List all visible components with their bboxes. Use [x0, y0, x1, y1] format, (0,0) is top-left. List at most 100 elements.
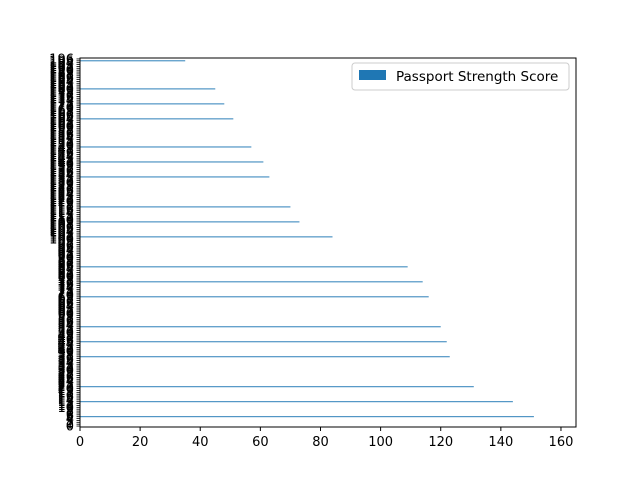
- y-tick-label: 30: [57, 363, 74, 378]
- y-tick-label: 8: [66, 405, 74, 420]
- y-tick-label: 154: [49, 131, 74, 146]
- y-tick-label: 5: [66, 410, 74, 425]
- y-tick-label: 45: [57, 335, 74, 350]
- bar-5: [80, 416, 534, 418]
- y-tick-label: 47: [57, 332, 74, 347]
- y-tick-label: 161: [49, 118, 74, 133]
- y-tick-label: 131: [49, 174, 74, 189]
- y-tick-label: 136: [49, 165, 74, 180]
- y-tick-label: 118: [49, 199, 74, 214]
- y-tick-label: 113: [49, 208, 74, 223]
- y-tick-label: 26: [57, 371, 74, 386]
- y-tick-label: 57: [57, 313, 74, 328]
- y-tick-label: 168: [49, 105, 74, 120]
- y-tick-label: 152: [49, 135, 74, 150]
- y-tick-label: 126: [49, 184, 74, 199]
- y-tick-label: 38: [57, 348, 74, 363]
- y-tick-label: 58: [57, 311, 74, 326]
- y-tick-label: 73: [57, 283, 74, 298]
- x-tick-label: 100: [368, 435, 393, 450]
- bar-69: [80, 296, 429, 298]
- y-tick-label: 114: [49, 206, 74, 221]
- y-tick-label: 59: [57, 309, 74, 324]
- y-tick-label: 135: [49, 167, 74, 182]
- y-tick-label: 15: [57, 391, 74, 406]
- y-tick-label: 182: [49, 79, 74, 94]
- y-tick-label: 80: [57, 270, 74, 285]
- y-tick-label: 148: [49, 142, 74, 157]
- x-tick-label: 120: [428, 435, 453, 450]
- x-tick-label: 60: [252, 435, 269, 450]
- bar-13: [80, 401, 513, 403]
- y-tick-label: 51: [57, 324, 74, 339]
- y-tick-label: 143: [49, 152, 74, 167]
- y-tick-label: 74: [57, 281, 74, 296]
- y-tick-label: 31: [57, 361, 74, 376]
- y-tick-label: 71: [57, 287, 74, 302]
- y-tick-label: 48: [57, 330, 74, 345]
- y-tick-label: 10: [57, 401, 74, 416]
- y-tick-label: 170: [49, 101, 74, 116]
- y-tick-label: 142: [49, 154, 74, 169]
- y-tick-label: 115: [49, 204, 74, 219]
- y-tick-label: 76: [57, 277, 74, 292]
- y-tick-label: 66: [57, 296, 74, 311]
- y-tick-label: 6: [66, 408, 74, 423]
- y-tick-label: 169: [49, 103, 74, 118]
- y-tick-label: 132: [49, 172, 74, 187]
- y-tick-label: 42: [57, 341, 74, 356]
- y-tick-label: 94: [57, 243, 74, 258]
- y-tick-label: 96: [57, 240, 74, 255]
- y-tick-label: 147: [49, 144, 74, 159]
- y-tick-label: 141: [49, 155, 74, 170]
- y-tick-label: 60: [57, 307, 74, 322]
- y-tick-label: 14: [57, 393, 74, 408]
- y-tick-label: 61: [57, 305, 74, 320]
- y-tick-label: 109: [49, 215, 74, 230]
- y-tick-label: 146: [49, 146, 74, 161]
- y-tick-label: 84: [57, 262, 74, 277]
- y-tick-label: 103: [49, 227, 74, 242]
- y-tick-label: 13: [57, 395, 74, 410]
- y-tick-label: 167: [49, 107, 74, 122]
- y-tick-label: 32: [57, 360, 74, 375]
- y-tick-label: 28: [57, 367, 74, 382]
- bar-101: [80, 236, 333, 238]
- y-tick-label: 122: [49, 191, 74, 206]
- y-tick-label: 194: [49, 56, 74, 71]
- y-tick-label: 184: [49, 75, 74, 90]
- y-axis-ticks: 0123456789101112131415161718192021222324…: [49, 52, 80, 435]
- y-tick-label: 191: [49, 62, 74, 77]
- y-tick-label: 121: [49, 193, 74, 208]
- y-tick-label: 19: [57, 384, 74, 399]
- y-tick-label: 46: [57, 333, 74, 348]
- y-tick-label: 52: [57, 322, 74, 337]
- y-tick-label: 181: [49, 81, 74, 96]
- y-tick-label: 77: [57, 275, 74, 290]
- y-tick-label: 95: [57, 242, 74, 257]
- bar-149: [80, 146, 252, 148]
- y-tick-label: 171: [49, 99, 74, 114]
- y-tick-label: 88: [57, 255, 74, 270]
- y-tick-label: 186: [49, 71, 74, 86]
- y-tick-label: 139: [49, 159, 74, 174]
- y-tick-label: 65: [57, 298, 74, 313]
- y-tick-label: 35: [57, 354, 74, 369]
- y-tick-label: 101: [49, 230, 74, 245]
- y-tick-label: 192: [49, 60, 74, 75]
- y-tick-label: 178: [49, 86, 74, 101]
- y-tick-label: 82: [57, 266, 74, 281]
- y-tick-label: 155: [49, 129, 74, 144]
- x-tick-label: 140: [488, 435, 513, 450]
- y-tick-label: 1: [66, 418, 74, 433]
- y-tick-label: 106: [49, 221, 74, 236]
- y-tick-label: 49: [57, 328, 74, 343]
- y-tick-label: 79: [57, 272, 74, 287]
- y-tick-label: 144: [49, 150, 74, 165]
- y-tick-label: 55: [57, 317, 74, 332]
- bar-117: [80, 206, 291, 208]
- y-tick-label: 91: [57, 249, 74, 264]
- y-tick-label: 123: [49, 189, 74, 204]
- y-tick-label: 93: [57, 245, 74, 260]
